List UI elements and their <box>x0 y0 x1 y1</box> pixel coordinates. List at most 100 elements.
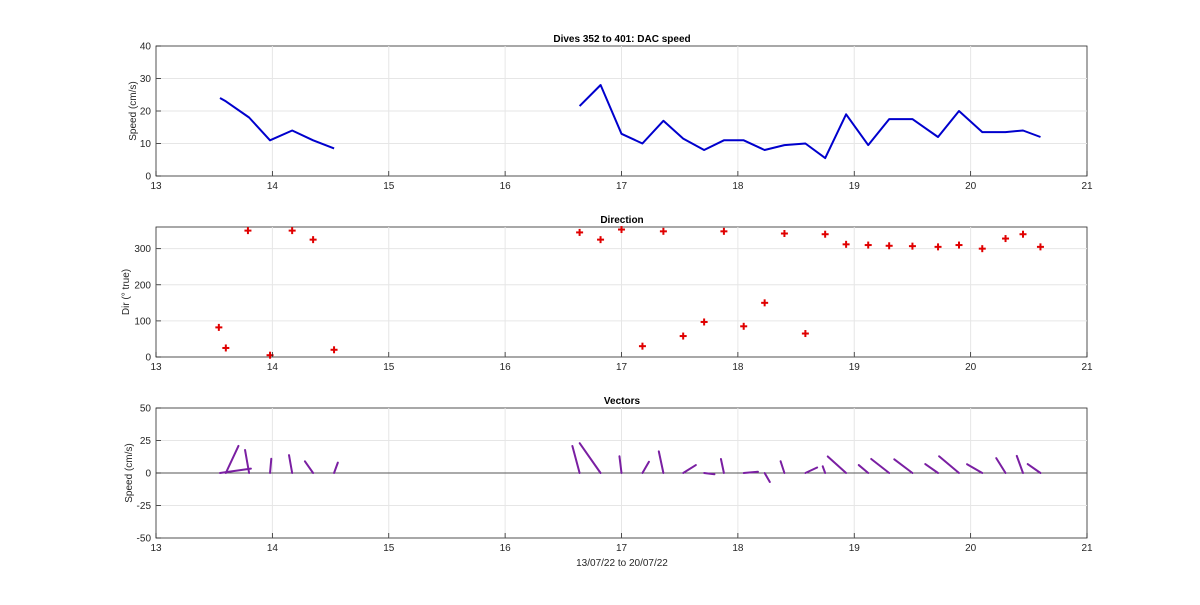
vector-stick <box>924 463 940 474</box>
x-tick-label: 15 <box>383 362 395 373</box>
y-tick-label: -25 <box>137 501 152 512</box>
y-tick-label: 40 <box>140 42 152 53</box>
vectors-xlabel: 13/07/22 to 20/07/22 <box>576 558 668 569</box>
x-tick-label: 18 <box>732 543 744 554</box>
speed-panel: Dives 352 to 401: DAC speed 13 14 15 16 17 18… <box>128 34 1093 192</box>
y-tick-label: 0 <box>145 353 151 364</box>
vectors-ylabel: Speed (cm/s) <box>124 443 135 502</box>
vector-stick <box>682 464 697 474</box>
vector-stick <box>333 461 339 474</box>
vector-stick <box>742 470 759 474</box>
direction-point <box>821 230 829 238</box>
vector-stick <box>719 458 725 474</box>
y-tick-label: 0 <box>145 172 151 183</box>
x-tick-label: 13 <box>150 181 162 192</box>
direction-point <box>330 346 338 354</box>
y-tick-label: 50 <box>140 404 152 415</box>
y-tick-label: 20 <box>140 107 152 118</box>
x-tick-label: 16 <box>500 362 512 373</box>
speed-line-segment <box>219 97 335 150</box>
x-tick-label: 14 <box>267 362 279 373</box>
vector-stick <box>804 466 819 474</box>
speed-ylabel: Speed (cm/s) <box>128 81 139 140</box>
x-tick-label: 16 <box>500 181 512 192</box>
direction-point <box>934 243 942 251</box>
direction-point <box>908 242 916 250</box>
vector-stick <box>966 463 984 474</box>
y-tick-label: 0 <box>145 469 151 480</box>
direction-point <box>842 240 850 248</box>
y-tick-label: 200 <box>134 280 151 291</box>
x-tick-label: 19 <box>849 181 861 192</box>
vector-stick <box>763 472 771 484</box>
vector-stick <box>779 460 786 474</box>
vector-stick <box>857 464 870 474</box>
y-tick-label: 10 <box>140 139 152 150</box>
direction-point <box>1019 230 1027 238</box>
vectors-panel: Vectors 13 14 15 16 17 18 19 20 21 -50 -25 0 25 50 Sp… <box>124 396 1093 569</box>
direction-point <box>864 241 872 249</box>
vector-stick <box>641 460 650 474</box>
direction-point <box>222 344 230 352</box>
x-tick-label: 20 <box>965 181 977 192</box>
x-tick-label: 13 <box>150 543 162 554</box>
vector-stick <box>224 444 240 474</box>
direction-point <box>740 322 748 330</box>
x-tick-label: 17 <box>616 181 628 192</box>
x-tick-label: 18 <box>732 362 744 373</box>
vector-stick <box>1015 454 1024 474</box>
x-tick-label: 15 <box>383 181 395 192</box>
vectors-title: Vectors <box>604 396 641 407</box>
direction-ylabel: Dir (° true) <box>121 269 132 315</box>
x-tick-label: 21 <box>1081 362 1093 373</box>
x-tick-label: 14 <box>267 181 279 192</box>
y-tick-label: 300 <box>134 244 151 255</box>
direction-point <box>244 227 252 235</box>
y-tick-label: 25 <box>140 436 152 447</box>
x-tick-label: 19 <box>849 362 861 373</box>
x-tick-label: 14 <box>267 543 279 554</box>
vector-stick <box>703 472 716 476</box>
vector-stick <box>571 445 581 474</box>
direction-point <box>576 228 584 236</box>
speed-title: Dives 352 to 401: DAC speed <box>553 34 690 45</box>
x-tick-label: 21 <box>1081 543 1093 554</box>
vector-stick <box>244 448 251 474</box>
x-tick-label: 13 <box>150 362 162 373</box>
vector-stick <box>303 460 315 474</box>
x-tick-label: 18 <box>732 181 744 192</box>
y-tick-label: 100 <box>134 316 151 327</box>
direction-point <box>638 342 646 350</box>
vector-stick <box>1026 463 1042 474</box>
vector-stick <box>938 455 960 474</box>
x-tick-label: 21 <box>1081 181 1093 192</box>
direction-point <box>618 226 625 234</box>
direction-point <box>597 236 605 244</box>
direction-point <box>720 227 728 235</box>
vector-stick <box>287 454 294 474</box>
vector-stick <box>821 465 827 474</box>
direction-point <box>215 323 223 331</box>
direction-point <box>288 227 296 235</box>
direction-title: Direction <box>600 215 643 226</box>
direction-point <box>309 236 317 244</box>
x-tick-label: 16 <box>500 543 512 554</box>
x-tick-label: 20 <box>965 362 977 373</box>
direction-panel: Direction 13 14 15 16 17 18 19 20 21 0 100 200 300 D… <box>121 215 1093 373</box>
direction-point <box>679 332 687 340</box>
direction-point <box>885 242 893 250</box>
x-tick-label: 17 <box>616 543 628 554</box>
x-tick-label: 17 <box>616 362 628 373</box>
vector-stick <box>826 455 848 474</box>
vector-stick <box>269 457 273 474</box>
x-tick-label: 15 <box>383 543 395 554</box>
vector-stick <box>870 457 891 474</box>
vector-stick <box>995 457 1007 474</box>
direction-point <box>1002 235 1010 243</box>
direction-point <box>761 299 769 307</box>
direction-point <box>978 245 986 253</box>
x-tick-label: 19 <box>849 543 861 554</box>
y-tick-label: 30 <box>140 74 152 85</box>
direction-point <box>780 230 788 237</box>
